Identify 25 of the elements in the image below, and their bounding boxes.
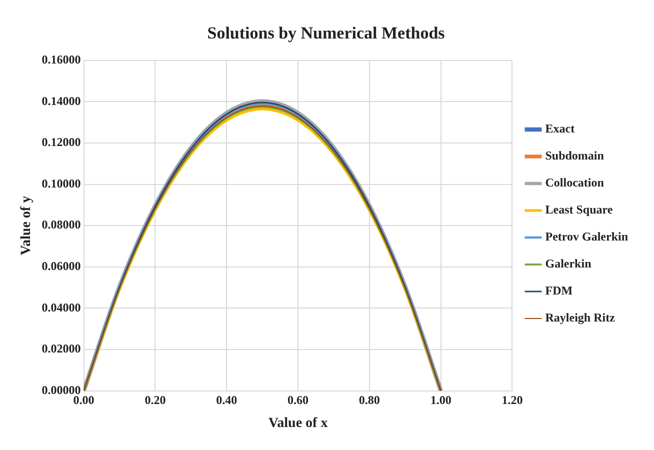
x-axis-title: Value of x — [268, 416, 328, 432]
legend-label: Exact — [545, 122, 575, 136]
x-tick-label: 1.00 — [430, 393, 452, 408]
x-tick-label: 1.20 — [502, 393, 523, 408]
chart-title: Solutions by Numerical Methods — [207, 24, 446, 43]
y-tick-label: 0.04000 — [42, 300, 81, 314]
x-tick-label: 0.40 — [216, 393, 238, 408]
legend-label: Subdomain — [545, 148, 604, 163]
y-axis-title: Value of y — [19, 196, 34, 256]
y-tick-label: 0.08000 — [42, 218, 81, 232]
y-tick-label: 0.02000 — [42, 342, 81, 356]
y-tick-label: 0.16000 — [42, 52, 81, 66]
x-tick-label: 0.60 — [288, 393, 309, 408]
y-tick-label: 0.14000 — [42, 94, 81, 108]
legend-label: Galerkin — [545, 256, 592, 271]
legend-label: Rayleigh Ritz — [545, 310, 616, 325]
legend-label: FDM — [545, 284, 573, 298]
x-tick-label: 0.20 — [144, 393, 166, 408]
y-tick-label: 0.10000 — [42, 176, 81, 190]
y-tick-label: 0.06000 — [42, 258, 81, 273]
legend-label: Least Square — [545, 202, 614, 217]
legend-label: Collocation — [545, 176, 604, 190]
x-tick-label: 0.80 — [358, 393, 380, 408]
y-tick-label: 0.12000 — [42, 135, 81, 150]
legend-label: Petrov Galerkin — [545, 230, 628, 244]
